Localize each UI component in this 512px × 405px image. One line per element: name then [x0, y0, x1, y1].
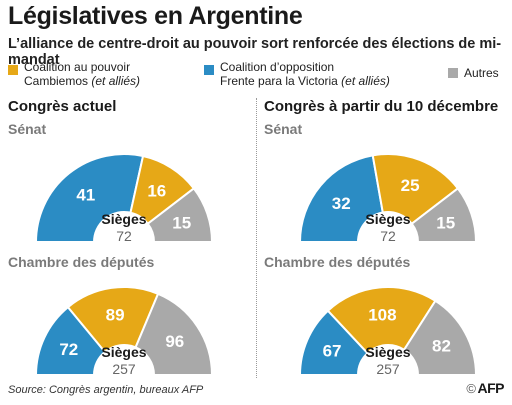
seat-count-autres: 15: [436, 213, 455, 232]
seat-count-fpv: 41: [76, 185, 95, 204]
source-note: Source: Congrès argentin, bureaux AFP: [8, 384, 204, 396]
legend-line1: Coalition d’opposition: [220, 60, 335, 74]
legend-line2: Cambiemos (et alliés): [24, 74, 141, 88]
chamber-label-deputies-future: Chambre des députés: [264, 254, 411, 270]
legend-swatch-autres: [448, 68, 458, 78]
legend-swatch-cambiemos: [8, 65, 18, 75]
legend-line2: Frente para la Victoria (et alliés): [220, 74, 390, 88]
seat-count-fpv: 72: [59, 340, 78, 359]
seat-count-cambiemos: 25: [401, 176, 420, 195]
seat-count-fpv: 67: [323, 342, 342, 361]
seats-total-label: Sièges: [365, 344, 410, 360]
legend-line1: Coalition au pouvoir: [24, 60, 131, 74]
copyright-icon: ©: [466, 381, 476, 396]
section-title-current: Congrès actuel: [8, 98, 117, 115]
seat-count-cambiemos: 108: [368, 305, 396, 324]
seat-segment-autres: [410, 187, 478, 243]
seat-count-cambiemos: 89: [106, 306, 125, 325]
chamber-label-senate-future: Sénat: [264, 121, 303, 137]
seat-count-autres: 15: [172, 213, 191, 232]
page-title: Législatives en Argentine: [8, 2, 303, 30]
seat-segment-cambiemos: [371, 153, 460, 226]
seats-total-label: Sièges: [101, 211, 146, 227]
seat-segment-fpv: [298, 154, 384, 243]
chamber-label-deputies-current: Chambre des députés: [8, 254, 155, 270]
seats-total-label: Sièges: [365, 211, 410, 227]
section-title-future: Congrès à partir du 10 décembre: [264, 98, 499, 115]
seat-count-cambiemos: 16: [147, 182, 166, 201]
seats-total-value: 257: [376, 361, 400, 377]
seat-count-autres: 96: [165, 332, 184, 351]
seat-segment-cambiemos: [326, 286, 437, 355]
legend-item-cambiemos: Coalition au pouvoir Cambiemos (et allié…: [8, 60, 198, 90]
legend-item-autres: Autres: [448, 60, 508, 90]
agency-name: AFP: [477, 380, 505, 396]
legend-swatch-fpv: [204, 65, 214, 75]
legend-line1: Autres: [464, 66, 499, 80]
seat-segment-autres: [146, 187, 214, 243]
page-subtitle: L’alliance de centre-droit au pouvoir so…: [8, 36, 502, 68]
seat-count-fpv: 32: [332, 194, 351, 213]
seat-segment-autres: [402, 299, 478, 376]
agency-credit: © AFP: [466, 380, 504, 396]
seat-segment-autres: [134, 292, 214, 376]
seats-total-value: 257: [112, 361, 136, 377]
legend-item-fpv: Coalition d’opposition Frente para la Vi…: [204, 60, 414, 90]
seat-segment-fpv: [34, 153, 145, 243]
seat-count-autres: 82: [432, 337, 451, 356]
seat-segment-cambiemos: [66, 286, 160, 354]
seats-total-value: 72: [116, 228, 132, 244]
column-divider: [256, 98, 257, 378]
seats-total-value: 72: [380, 228, 396, 244]
seats-total-label: Sièges: [101, 344, 146, 360]
chamber-label-senate-current: Sénat: [8, 121, 47, 137]
